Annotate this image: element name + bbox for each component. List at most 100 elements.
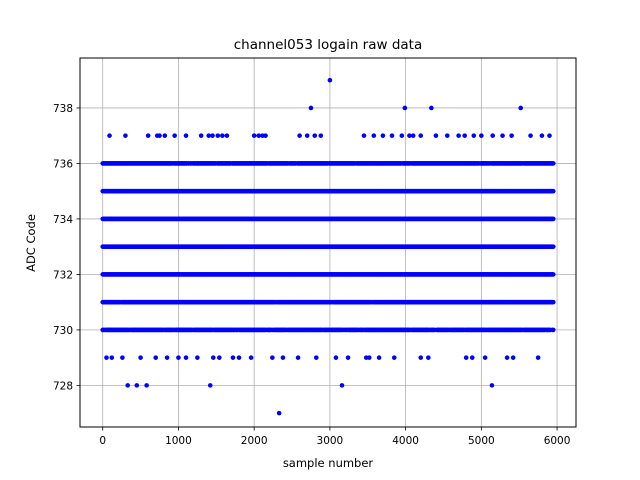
data-point xyxy=(444,133,450,138)
data-point xyxy=(418,355,424,360)
data-point xyxy=(539,133,545,138)
data-point xyxy=(550,327,556,333)
points-layer xyxy=(100,77,556,416)
data-point xyxy=(251,133,257,138)
data-point xyxy=(172,133,177,138)
data-point xyxy=(433,133,439,138)
data-point xyxy=(304,133,310,138)
data-point xyxy=(224,133,230,138)
data-point xyxy=(276,410,282,416)
data-point xyxy=(550,161,556,166)
data-point xyxy=(500,133,505,138)
x-tick-label: 0 xyxy=(99,435,106,447)
y-tick-label: 734 xyxy=(53,214,73,226)
y-tick-label: 738 xyxy=(53,103,73,115)
data-point xyxy=(134,383,140,388)
x-tick-label: 3000 xyxy=(317,435,344,447)
y-tick-label: 732 xyxy=(53,269,73,281)
x-tick-label: 2000 xyxy=(241,435,268,447)
data-point xyxy=(104,355,109,360)
data-point xyxy=(391,355,397,360)
data-point xyxy=(339,383,345,388)
y-tick-label: 736 xyxy=(53,158,73,170)
data-point xyxy=(313,355,319,360)
data-point xyxy=(426,355,431,360)
y-axis-label: ADC Code xyxy=(24,214,38,272)
data-point xyxy=(217,355,222,360)
data-point xyxy=(376,355,382,360)
data-point xyxy=(399,133,405,138)
y-tick-label: 730 xyxy=(53,325,73,337)
data-point xyxy=(123,133,128,138)
data-point xyxy=(120,355,125,360)
data-point xyxy=(230,355,236,360)
data-point xyxy=(263,133,268,138)
x-tick-label: 1000 xyxy=(165,435,192,447)
data-point xyxy=(176,355,181,360)
data-point xyxy=(144,383,149,388)
data-point xyxy=(308,105,314,111)
data-point xyxy=(345,355,351,360)
data-point xyxy=(389,133,395,138)
data-point xyxy=(550,188,556,194)
data-point xyxy=(462,133,467,138)
data-point xyxy=(145,133,151,138)
data-point xyxy=(183,133,189,138)
data-point xyxy=(312,133,318,138)
data-point xyxy=(456,133,461,138)
data-point xyxy=(490,133,496,138)
data-point xyxy=(318,133,324,138)
data-point xyxy=(518,105,524,111)
x-tick-label: 6000 xyxy=(544,435,571,447)
data-point xyxy=(482,355,488,360)
data-point xyxy=(361,133,367,138)
data-point xyxy=(162,133,168,138)
data-point xyxy=(418,133,424,138)
data-point xyxy=(153,355,159,360)
data-point xyxy=(479,133,484,138)
data-point xyxy=(195,355,200,360)
data-point xyxy=(210,133,215,138)
x-tick-label: 5000 xyxy=(468,435,495,447)
data-point xyxy=(183,355,189,360)
data-point xyxy=(164,355,170,360)
data-point xyxy=(463,355,469,360)
data-point xyxy=(215,133,221,138)
data-point xyxy=(550,272,556,277)
data-point xyxy=(471,133,477,138)
x-tick-label: 4000 xyxy=(392,435,419,447)
data-point xyxy=(535,355,541,360)
data-point xyxy=(402,105,408,111)
data-point xyxy=(509,133,514,138)
data-point xyxy=(550,216,556,222)
data-point xyxy=(410,133,416,138)
data-point xyxy=(550,244,556,249)
data-point xyxy=(547,133,552,138)
data-point xyxy=(248,355,254,360)
data-point xyxy=(270,355,275,360)
data-point xyxy=(510,355,516,360)
data-point xyxy=(550,299,556,305)
data-point xyxy=(210,355,216,360)
data-point xyxy=(107,133,112,138)
data-point xyxy=(138,355,143,360)
data-point xyxy=(236,355,242,360)
data-point xyxy=(125,383,131,388)
chart-title: channel053 logain raw data xyxy=(234,37,423,53)
data-point xyxy=(366,355,372,360)
data-point xyxy=(469,355,475,360)
data-point xyxy=(295,355,301,360)
data-point xyxy=(429,105,434,111)
data-point xyxy=(371,133,377,138)
data-point xyxy=(333,355,339,360)
data-point xyxy=(297,133,302,138)
data-point xyxy=(489,383,495,388)
data-point xyxy=(327,77,333,83)
data-point xyxy=(528,133,533,138)
data-point xyxy=(504,355,510,360)
data-point xyxy=(207,383,213,388)
data-point xyxy=(220,133,225,138)
data-point xyxy=(157,133,162,138)
